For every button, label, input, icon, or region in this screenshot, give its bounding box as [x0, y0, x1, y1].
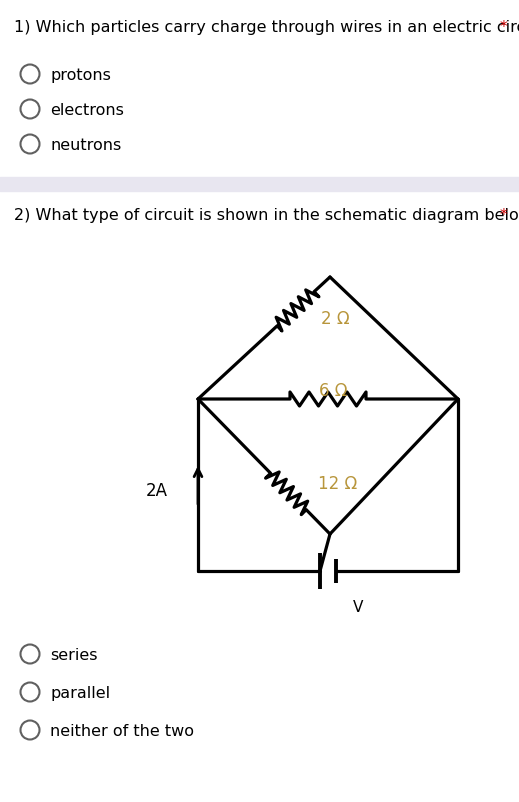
- Text: protons: protons: [50, 68, 111, 83]
- Text: 12 Ω: 12 Ω: [318, 475, 358, 492]
- Text: *: *: [500, 208, 508, 223]
- Text: electrons: electrons: [50, 103, 124, 118]
- Text: 2) What type of circuit is shown in the schematic diagram below?: 2) What type of circuit is shown in the …: [14, 208, 519, 223]
- Text: 6 Ω: 6 Ω: [319, 382, 347, 399]
- Text: 1) Which particles carry charge through wires in an electric circuit?: 1) Which particles carry charge through …: [14, 20, 519, 35]
- Text: 2A: 2A: [146, 481, 168, 500]
- Text: series: series: [50, 647, 98, 662]
- Text: neither of the two: neither of the two: [50, 723, 194, 738]
- Text: neutrons: neutrons: [50, 138, 121, 153]
- Text: 2 Ω: 2 Ω: [321, 310, 349, 327]
- Text: *: *: [500, 20, 508, 35]
- Text: parallel: parallel: [50, 685, 110, 700]
- Text: V: V: [353, 599, 363, 614]
